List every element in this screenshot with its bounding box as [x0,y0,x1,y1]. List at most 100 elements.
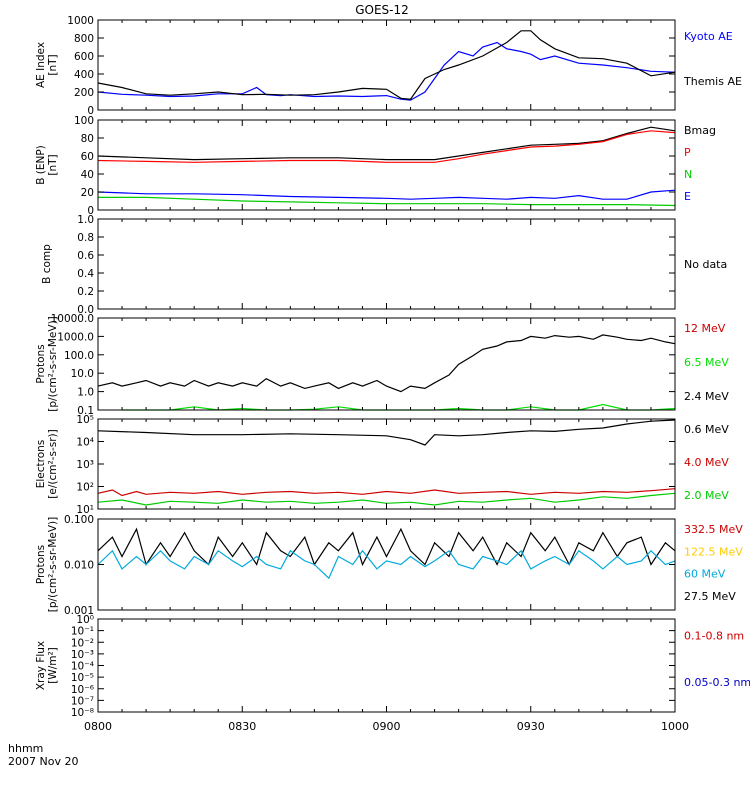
legend-label: P [684,146,691,159]
y-tick-label: 0.4 [77,268,94,280]
y-tick-label: 0.6 [77,250,94,262]
series-line-protons_low-1 [122,403,676,411]
series-line-protons_low-0 [97,334,676,393]
y-tick-label: 20 [81,187,94,199]
panel-electrons: 10¹ 10² 10³ 10⁴ 10⁵ Electrons [e/(cm²-s-sr)] 0.… [35,414,729,516]
legend-label: 27.5 MeV [684,590,736,603]
y-axis-label: B (ENP) [35,145,47,185]
y-tick-label: 1.0 [77,387,94,399]
y-axis-label: [p/(cm²-s-sr-MeV)] [47,316,59,411]
y-tick-label: 200 [74,87,94,99]
series-line-protons_high-0 [97,527,676,567]
y-tick-label: 400 [74,69,94,81]
y-tick-label: 600 [74,51,94,63]
series-line-ae-0 [97,41,676,101]
y-tick-label: 10⁴ [76,437,94,449]
series-line-protons_high-1 [97,549,676,580]
y-axis-label: [p/(cm²-s-sr-MeV)] [47,517,59,612]
y-tick-label: 0.010 [64,560,94,572]
y-axis-label: [nT] [47,154,59,175]
legend-label: 12 MeV [684,322,726,335]
y-tick-label: 80 [81,133,94,145]
legend-label: 0.6 MeV [684,423,729,436]
legend-label: 332.5 MeV [684,523,743,536]
x-tick-label: 0830 [228,720,256,733]
plot-frame [97,317,676,411]
y-tick-label: 10⁻⁸ [71,707,94,719]
y-tick-label: 100 [74,115,94,127]
legend-label: Themis AE [683,75,742,88]
y-tick-label: 100.0 [64,350,94,362]
y-tick-label: 40 [81,169,94,181]
y-tick-label: 10⁻⁷ [71,695,94,707]
legend-label: N [684,168,692,181]
y-tick-label: 1000 [67,15,94,27]
x-tick-label: 0800 [84,720,112,733]
y-tick-label: 10⁵ [76,414,94,426]
legend-label: 6.5 MeV [684,356,729,369]
y-tick-label: 10⁻² [71,637,94,649]
y-axis-label: AE Index [35,42,47,88]
y-tick-label: 1000.0 [57,331,94,343]
y-axis-label: [nT] [47,54,59,75]
y-axis-label: Protons [35,344,47,383]
x-tick-label: 0930 [517,720,545,733]
y-tick-label: 10⁻⁶ [71,684,94,696]
y-axis-label: [W/m²] [47,647,59,684]
series-line-bfield-2 [98,196,676,207]
y-tick-label: 10.0 [71,368,94,380]
panel-protons_high: 0.001 0.010 0.100 Protons [p/(cm²-s-sr-MeV)]… [35,514,743,617]
series-line-electrons-0 [97,419,676,446]
legend-label: Kyoto AE [684,30,733,43]
series-line-bfield-3 [97,189,676,200]
y-axis-label: Xray Flux [35,641,47,690]
panel-ae: 0 200 400 600 800 1000 AE Index [nT] Kyoto AE The… [35,15,742,117]
legend-label: 60 MeV [684,568,726,581]
y-tick-label: 1.0 [77,214,94,226]
y-tick-label: 60 [81,151,94,163]
legend-label: 2.4 MeV [684,390,729,403]
panel-bfield: 0 20 40 60 80 100 B (ENP) [nT] Bmag PNE [35,115,716,217]
y-tick-label: 0.0 [77,304,94,316]
series-line-electrons-1 [97,488,676,497]
y-tick-label: 0.100 [64,514,94,526]
y-tick-label: 10³ [76,459,94,471]
legend-label: 122.5 MeV [684,545,743,558]
y-tick-label: 0 [87,205,94,217]
x-tick-label: 1000 [661,720,689,733]
y-tick-label: 0.2 [77,286,94,298]
y-axis-label: Electrons [35,440,47,489]
y-tick-label: 10000.0 [51,313,94,325]
time-axis-label: hhmm [8,742,43,755]
x-tick-label: 0900 [373,720,401,733]
y-tick-label: 10² [76,482,94,494]
legend-label: 4.0 MeV [684,456,729,469]
legend-label: Bmag [684,124,716,137]
panel-bcomp: 0.0 0.2 0.4 0.6 0.8 1.0 B comp No data [41,214,727,316]
y-tick-label: 0.001 [64,605,94,617]
series-line-bfield-1 [97,130,676,163]
y-tick-label: 0.1 [77,405,94,417]
plot-frame [97,218,676,310]
figure-title: GOES-12 [355,3,409,17]
y-tick-label: 10⁰ [76,614,94,626]
y-tick-label: 10⁻³ [71,649,94,661]
plot-frame [97,418,676,510]
date-label: 2007 Nov 20 [8,755,78,768]
y-tick-label: 10⁻⁴ [71,661,94,673]
y-axis-label: Protons [35,545,47,584]
y-tick-label: 800 [74,33,94,45]
legend-label: 2.0 MeV [684,489,729,502]
time-axis-labels: 0800 0830 0900 0930 1000 [84,720,689,733]
series-line-bfield-0 [97,126,676,161]
y-tick-label: 0 [87,105,94,117]
y-tick-label: 0.8 [77,232,94,244]
y-tick-label: 10⁻⁵ [71,672,94,684]
no-data-label: No data [684,258,727,271]
series-line-ae-1 [97,30,676,100]
plot-frame [97,618,676,713]
y-axis-label: [e/(cm²-s-sr)] [47,429,59,498]
